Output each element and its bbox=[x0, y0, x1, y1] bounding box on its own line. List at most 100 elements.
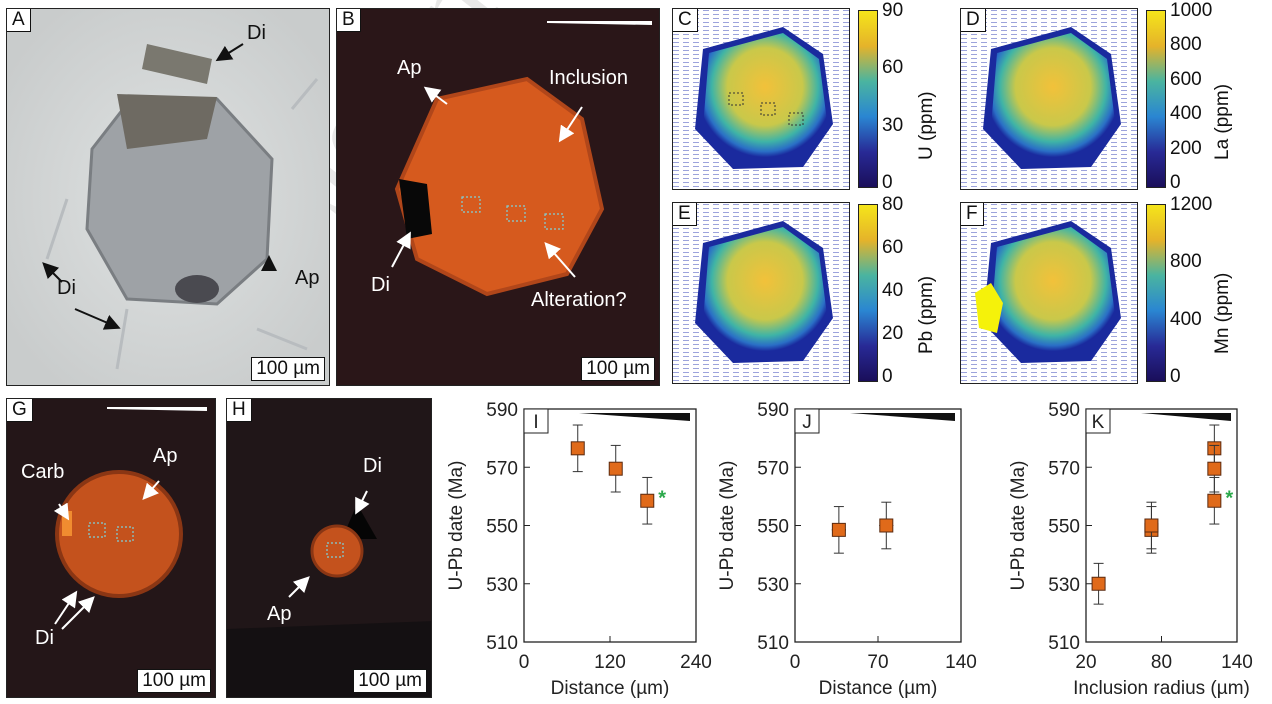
colorbar-d-tick: 400 bbox=[1170, 103, 1202, 125]
colorbar-f bbox=[1146, 204, 1166, 382]
chart-i-ytick-label: 590 bbox=[486, 400, 518, 421]
chart-j-point bbox=[831, 522, 846, 537]
chart-i-wedge bbox=[579, 413, 690, 421]
scale-bar-g: 100 µm bbox=[137, 669, 211, 693]
colorbar-e-tick: 0 bbox=[882, 366, 893, 387]
chart-k-point bbox=[1207, 493, 1222, 508]
chart-k-ytick-label: 590 bbox=[1048, 400, 1080, 421]
chart-i-point bbox=[570, 441, 585, 456]
chart-j-wedge bbox=[850, 413, 955, 421]
chart-j-point bbox=[879, 518, 894, 533]
annotation-g-di: Di bbox=[35, 627, 54, 649]
chart-k-point bbox=[1207, 461, 1222, 476]
panel-h-image bbox=[227, 490, 431, 697]
colorbar-e-tick: 20 bbox=[882, 323, 904, 344]
colorbar-e-tick: 60 bbox=[882, 237, 904, 258]
annotation-b-ap: Ap bbox=[397, 57, 422, 79]
chart-i-point bbox=[640, 493, 655, 508]
chart-i-xtick-label: 240 bbox=[680, 652, 712, 673]
panel-label-f: F bbox=[961, 203, 984, 226]
chart-j-ytick-label: 590 bbox=[757, 400, 789, 421]
annotation-b-di: Di bbox=[371, 274, 390, 296]
chart-i-xlabel: Distance (µm) bbox=[551, 678, 670, 699]
annotation-b-inclusion: Inclusion bbox=[549, 67, 628, 89]
colorbar-d-tick: 200 bbox=[1170, 137, 1202, 159]
annotation-a-di-bottom: Di bbox=[57, 277, 76, 299]
colorbar-d bbox=[1146, 10, 1166, 188]
chart-i-point bbox=[608, 461, 623, 476]
annotation-g-ap: Ap bbox=[153, 445, 178, 467]
chart-i-star: * bbox=[658, 488, 666, 510]
chart-j-ytick-label: 570 bbox=[757, 458, 789, 479]
chart-j-xtick-label: 0 bbox=[790, 652, 801, 673]
chart-k-xtick-label: 20 bbox=[1075, 652, 1096, 673]
panel-d-map: D bbox=[960, 8, 1138, 190]
chart-k-ytick-label: 530 bbox=[1048, 575, 1080, 596]
chart-k-point bbox=[1144, 518, 1159, 533]
panel-f-map: F bbox=[960, 202, 1138, 384]
colorbar-d-tick: 600 bbox=[1170, 68, 1202, 90]
colorbar-c-tick: 30 bbox=[882, 114, 904, 136]
chart-j-xtick-label: 70 bbox=[867, 652, 888, 673]
colorbar-f-tick: 800 bbox=[1170, 251, 1202, 273]
panel-a-arrows bbox=[42, 43, 277, 330]
colorbar-c-title: U (ppm) bbox=[916, 91, 937, 160]
chart-j-panel-label: J bbox=[802, 412, 812, 433]
panel-g-cl-image: G Carb Ap Di 100 µm bbox=[6, 398, 216, 698]
colorbar-d-title: La (ppm) bbox=[1212, 83, 1233, 160]
chart-i-frame bbox=[523, 408, 697, 643]
panel-b-image bbox=[391, 21, 652, 297]
chart-k-ytick-label: 550 bbox=[1048, 517, 1080, 538]
chart-k-xtick-label: 140 bbox=[1221, 652, 1253, 673]
chart-j-ylabel: U-Pb date (Ma) bbox=[717, 461, 738, 591]
panel-d-map-image bbox=[961, 9, 1137, 189]
chart-k-xlabel: Inclusion radius (µm) bbox=[1073, 678, 1250, 699]
chart-k-xtick-label: 80 bbox=[1151, 652, 1172, 673]
chart-k-frame bbox=[1085, 408, 1238, 643]
colorbar-f-title: Mn (ppm) bbox=[1212, 272, 1233, 354]
chart-k-point bbox=[1207, 441, 1222, 456]
annotation-h-di: Di bbox=[363, 455, 382, 477]
chart-k-ylabel: U-Pb date (Ma) bbox=[1008, 461, 1029, 591]
panel-a-micrograph: A Di Di Ap 100 µm bbox=[6, 8, 330, 386]
chart-i-ytick-label: 550 bbox=[486, 517, 518, 538]
colorbar-c-tick: 60 bbox=[882, 57, 904, 79]
chart-i-ytick-label: 530 bbox=[486, 575, 518, 596]
panel-label-b: B bbox=[337, 9, 361, 32]
colorbar-c-tick: 90 bbox=[882, 0, 904, 21]
chart-k-ytick-label: 570 bbox=[1048, 458, 1080, 479]
annotation-b-alteration: Alteration? bbox=[531, 289, 627, 311]
chart-i-label-box bbox=[523, 408, 549, 434]
panel-e-map-image bbox=[673, 203, 849, 383]
panel-label-h: H bbox=[227, 399, 252, 422]
colorbar-d-tick: 800 bbox=[1170, 34, 1202, 56]
panel-a-image bbox=[7, 9, 329, 385]
chart-j-ytick-label: 550 bbox=[757, 517, 789, 538]
panel-f-map-image bbox=[961, 203, 1137, 383]
colorbar-e-title: Pb (ppm) bbox=[916, 275, 937, 354]
colorbar-f-tick: 0 bbox=[1170, 366, 1181, 387]
panel-label-d: D bbox=[961, 9, 986, 32]
panel-c-map-image bbox=[673, 9, 849, 189]
scale-bar-a: 100 µm bbox=[251, 357, 325, 381]
chart-i-ytick-label: 510 bbox=[486, 633, 518, 654]
colorbar-e-tick: 40 bbox=[882, 280, 904, 301]
annotation-h-ap: Ap bbox=[267, 603, 292, 625]
annotation-a-di-top: Di bbox=[247, 22, 266, 44]
colorbar-f-tick: 400 bbox=[1170, 308, 1202, 330]
panel-b-cl-image: B Ap Inclusion Di Alteration? 100 µm bbox=[336, 8, 660, 386]
panel-g-image bbox=[53, 407, 207, 630]
panel-label-a: A bbox=[7, 9, 31, 32]
chart-k-wedge bbox=[1141, 413, 1231, 421]
scale-bar-h: 100 µm bbox=[353, 669, 427, 693]
colorbar-c bbox=[858, 10, 878, 188]
chart-j-xtick-label: 140 bbox=[945, 652, 977, 673]
colorbar-e bbox=[858, 204, 878, 382]
chart-i-panel-label: I bbox=[533, 412, 538, 433]
colorbar-c-tick: 0 bbox=[882, 172, 893, 193]
annotation-a-ap: Ap bbox=[295, 267, 320, 289]
scale-bar-b: 100 µm bbox=[581, 357, 655, 381]
panel-e-map: E bbox=[672, 202, 850, 384]
annotation-g-carb: Carb bbox=[21, 461, 65, 483]
chart-j-ytick-label: 510 bbox=[757, 633, 789, 654]
